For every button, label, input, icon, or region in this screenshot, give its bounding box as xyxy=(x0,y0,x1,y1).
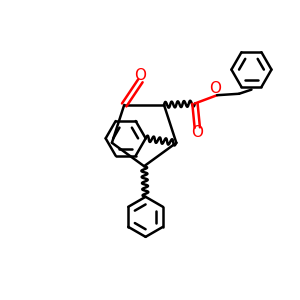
Text: O: O xyxy=(209,81,221,96)
Text: O: O xyxy=(134,68,146,83)
Text: O: O xyxy=(191,125,203,140)
